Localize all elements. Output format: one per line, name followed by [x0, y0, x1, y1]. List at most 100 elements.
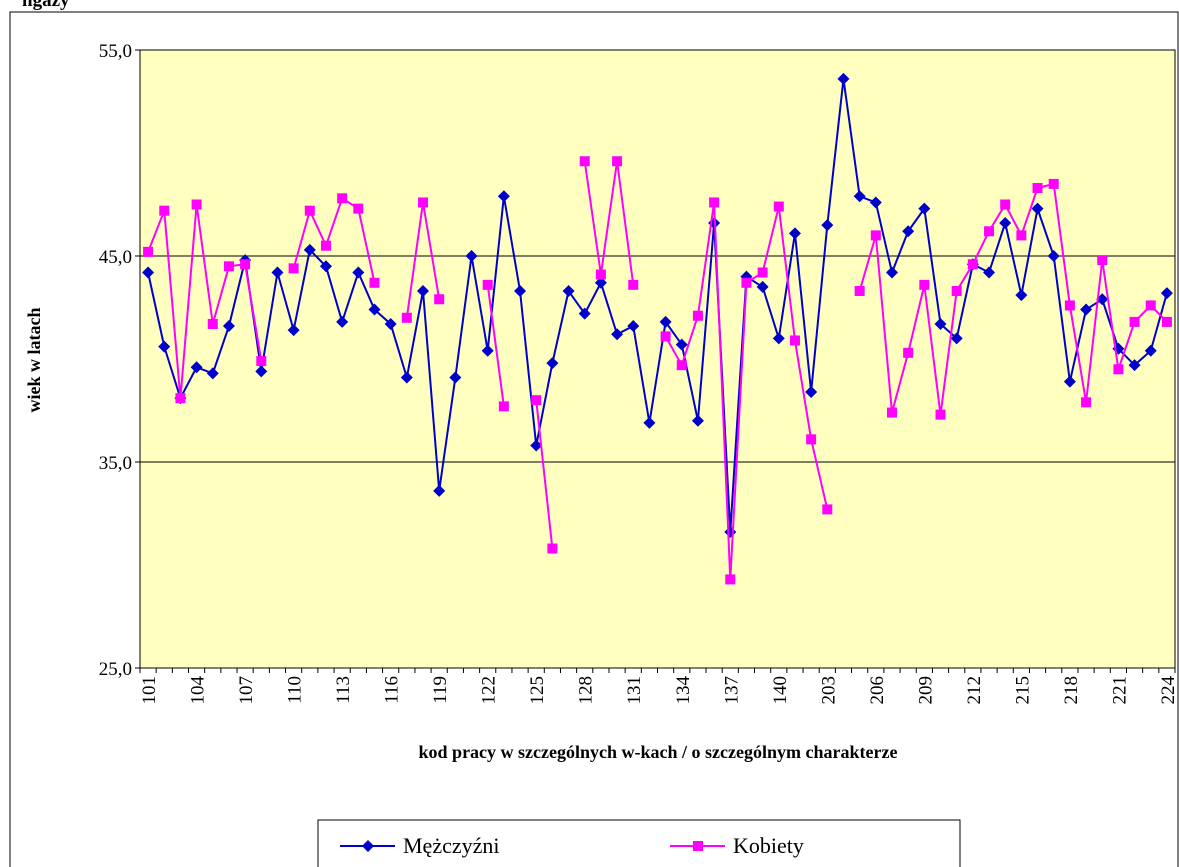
data-point — [369, 277, 380, 288]
x-tick-label: 134 — [673, 676, 694, 705]
data-point — [190, 361, 203, 374]
data-point — [482, 279, 493, 290]
data-point — [999, 217, 1012, 230]
data-point — [741, 277, 752, 288]
data-point — [1048, 178, 1059, 189]
data-point — [400, 371, 413, 384]
data-point — [1161, 316, 1172, 327]
data-point — [288, 263, 299, 274]
data-point — [691, 414, 704, 427]
data-point — [319, 260, 332, 273]
x-tick-label: 113 — [333, 676, 354, 704]
data-point — [1144, 344, 1157, 357]
data-point — [660, 331, 671, 342]
data-point — [222, 320, 235, 333]
data-point — [659, 315, 672, 328]
x-tick-label: 203 — [818, 676, 839, 705]
data-point — [418, 197, 429, 208]
data-point — [143, 246, 154, 257]
data-point — [1128, 359, 1141, 372]
data-point — [854, 286, 865, 297]
chart-title: ngaży — [22, 0, 70, 11]
data-point — [869, 196, 882, 209]
data-point — [772, 332, 785, 345]
legend-marker — [362, 840, 374, 852]
data-point — [304, 205, 315, 216]
data-point — [546, 357, 559, 370]
data-point — [805, 385, 818, 398]
data-point — [1113, 364, 1124, 375]
data-point — [821, 219, 834, 232]
data-point — [191, 199, 202, 210]
data-point — [578, 307, 591, 320]
data-point — [902, 225, 915, 238]
x-tick-label: 110 — [285, 676, 306, 704]
data-point — [675, 338, 688, 351]
data-point — [611, 328, 624, 341]
x-tick-label: 107 — [236, 676, 257, 705]
data-point — [950, 332, 963, 345]
data-point — [967, 259, 978, 270]
legend-label: Kobiety — [733, 833, 804, 858]
x-tick-label: 131 — [624, 676, 645, 705]
data-point — [643, 416, 656, 429]
data-point — [903, 347, 914, 358]
data-point — [1016, 230, 1027, 241]
data-point — [725, 574, 736, 585]
x-tick-label: 224 — [1158, 676, 1179, 705]
data-point — [336, 315, 349, 328]
data-point — [627, 320, 640, 333]
x-tick-label: 101 — [139, 676, 160, 705]
legend-box — [317, 819, 961, 867]
data-point — [353, 203, 364, 214]
data-point — [788, 227, 801, 240]
x-tick-label: 215 — [1012, 676, 1033, 705]
data-point — [789, 335, 800, 346]
x-tick-label: 122 — [479, 676, 500, 705]
data-point — [870, 230, 881, 241]
data-point — [481, 344, 494, 357]
data-point — [935, 409, 946, 420]
data-point — [531, 395, 542, 406]
data-point — [255, 365, 268, 378]
x-tick-label: 218 — [1061, 676, 1082, 705]
data-point — [1047, 250, 1060, 262]
data-point — [822, 504, 833, 515]
legend-label: Mężczyźni — [403, 833, 500, 858]
data-point — [142, 266, 155, 279]
x-tick-label: 221 — [1109, 676, 1130, 705]
data-point — [983, 266, 996, 279]
data-point — [612, 156, 623, 167]
legend-marker — [693, 841, 703, 851]
data-point — [806, 434, 817, 445]
data-point — [497, 190, 510, 203]
data-point — [303, 243, 316, 256]
data-point — [287, 324, 300, 337]
data-point — [1096, 293, 1109, 306]
data-point — [886, 407, 897, 418]
data-point — [514, 285, 527, 298]
data-point — [579, 156, 590, 167]
data-point — [692, 310, 703, 321]
data-point — [384, 317, 397, 330]
x-tick-label: 209 — [915, 676, 936, 705]
data-point — [434, 294, 445, 305]
data-point — [530, 439, 543, 452]
data-point — [1129, 316, 1140, 327]
data-point — [240, 259, 251, 270]
y-tick-label: 35,0 — [99, 453, 132, 474]
data-point — [756, 280, 769, 293]
data-point — [934, 317, 947, 330]
y-tick-label: 25,0 — [99, 659, 132, 680]
data-point — [628, 279, 639, 290]
data-point — [207, 318, 218, 329]
data-point — [159, 205, 170, 216]
data-point — [1015, 289, 1028, 302]
data-point — [547, 543, 558, 554]
data-point — [401, 312, 412, 323]
data-point — [206, 367, 219, 380]
y-axis-title: wiek w latach — [24, 308, 44, 413]
x-tick-label: 125 — [527, 676, 548, 705]
data-point — [676, 360, 687, 371]
series-line — [147, 78, 1168, 533]
